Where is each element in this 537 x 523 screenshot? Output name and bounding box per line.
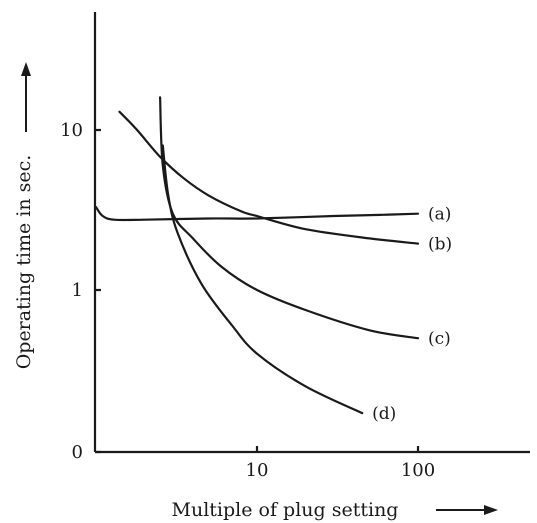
y-tick-label: 0: [72, 442, 83, 463]
y-arrow-head: [21, 62, 31, 76]
x-axis-title: Multiple of plug setting: [172, 499, 399, 521]
curve-label-c: (c): [428, 329, 451, 349]
curve-label-b: (b): [428, 235, 452, 255]
curve-label-d: (d): [372, 404, 396, 424]
curve-d: [161, 144, 364, 415]
y-axis-arrow: [21, 62, 31, 132]
tick-labels: 10 100 0 1 10: [60, 120, 435, 481]
curve-a: [94, 205, 420, 222]
series-labels: (a) (b) (c) (d): [372, 205, 452, 424]
curve-b: [118, 110, 420, 245]
x-tick-label: 10: [246, 460, 269, 481]
y-tick-label: 1: [72, 280, 83, 301]
x-axis-arrow: [436, 505, 498, 515]
x-arrow-head: [484, 505, 498, 515]
series-group: [94, 96, 420, 415]
axes: [93, 12, 530, 454]
curve-label-a: (a): [428, 205, 451, 225]
y-axis-title: Operating time in sec.: [13, 155, 35, 370]
y-tick-label: 10: [60, 120, 83, 141]
curve-c: [159, 96, 420, 340]
x-tick-label: 100: [401, 460, 435, 481]
